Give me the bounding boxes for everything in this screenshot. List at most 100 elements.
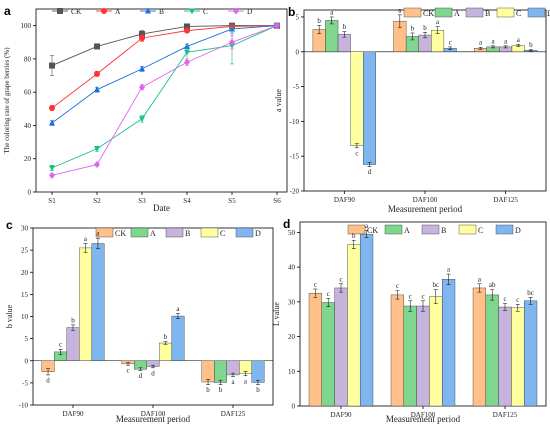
bar <box>201 360 215 383</box>
legend-label: D <box>547 9 550 18</box>
x-tick-label: DAF100 <box>413 196 438 204</box>
significance-letter: d <box>139 372 143 380</box>
series-CK: c c a <box>308 275 487 407</box>
legend-label: A <box>404 226 410 235</box>
bar <box>429 296 443 407</box>
x-axis-label: Measurement period <box>116 414 191 424</box>
y-tick-label: 40 <box>24 122 32 130</box>
x-tick-label: S5 <box>228 197 236 205</box>
legend-item-A: A <box>130 227 156 238</box>
series-A: c d b <box>54 341 227 394</box>
series-CK: d c b <box>41 360 215 394</box>
legend-swatch <box>465 7 484 18</box>
chart-c: c -10 -5 0 5 10 15 20 25 30 b value Measurement per… <box>5 218 274 424</box>
significance-letter: a <box>244 377 248 385</box>
bar <box>511 307 525 407</box>
legend-item-CK: CK <box>52 7 82 16</box>
bar <box>403 305 417 407</box>
legend-swatch <box>347 224 366 235</box>
data-point <box>49 62 55 69</box>
x-tick-label: S1 <box>48 197 56 205</box>
legend-item-D: D <box>235 227 261 238</box>
y-tick-label: 60 <box>24 89 32 97</box>
significance-letter: c <box>355 149 358 157</box>
significance-letter: bc <box>527 289 534 297</box>
significance-letter: b <box>219 386 223 394</box>
legend-marker <box>233 7 239 15</box>
data-point <box>49 165 55 172</box>
series-A: c c ab <box>321 281 499 407</box>
legend-item-D: D <box>495 224 521 235</box>
significance-letter: a <box>96 230 100 238</box>
y-tick-label: 20 <box>24 155 32 163</box>
significance-letter: a <box>517 36 521 44</box>
significance-letter: c <box>421 292 424 300</box>
y-tick-label: 10 <box>21 313 29 321</box>
y-tick-label: 20 <box>288 333 296 341</box>
x-tick-label: DAF100 <box>141 410 166 418</box>
legend-swatch <box>527 7 546 18</box>
y-axis-label: The coloring rate of grape berries (%) <box>3 47 11 154</box>
bar <box>214 360 227 383</box>
y-tick-label: -10 <box>290 118 300 126</box>
significance-letter: a <box>231 378 235 386</box>
x-tick-label: DAF125 <box>493 411 518 419</box>
significance-letter: a <box>398 6 402 14</box>
legend-label: B <box>441 226 446 235</box>
data-point <box>139 65 145 72</box>
legend-item-A: A <box>96 7 121 16</box>
series-B: b d a <box>66 316 240 386</box>
legend-item-C: C <box>184 7 208 16</box>
legend-label: C <box>203 7 208 16</box>
y-tick-label: 30 <box>21 225 29 233</box>
legend-swatch <box>434 7 453 18</box>
bar <box>321 302 335 407</box>
y-tick-label: 0 <box>25 357 29 365</box>
data-point <box>139 83 145 91</box>
bar <box>91 243 105 361</box>
significance-letter: a <box>436 18 440 26</box>
bar <box>416 305 430 407</box>
legend-item-C: C <box>200 227 225 238</box>
bar <box>347 244 361 407</box>
x-tick-label: DAF100 <box>411 411 436 419</box>
bar <box>363 51 376 165</box>
x-tick-label: DAF90 <box>330 411 352 419</box>
data-point <box>49 119 55 126</box>
significance-letter: b <box>206 386 210 394</box>
x-tick-label: DAF90 <box>62 410 84 418</box>
y-tick-label: 80 <box>24 55 32 63</box>
legend-swatch <box>165 227 184 238</box>
legend-label: CK <box>115 229 126 238</box>
significance-letter: c <box>503 295 506 303</box>
legend-swatch <box>496 7 515 18</box>
legend-item-CK: CK <box>347 224 378 235</box>
series-C <box>49 23 280 172</box>
y-axis-label: L value <box>272 302 281 326</box>
y-tick-label: -20 <box>290 188 300 196</box>
legend-label: B <box>485 9 490 18</box>
legend-label: A <box>150 229 156 238</box>
y-tick-label: 30 <box>288 298 296 306</box>
significance-letter: c <box>339 275 342 283</box>
y-tick-label: 100 <box>21 22 32 30</box>
series-line <box>51 25 278 124</box>
legend-marker <box>145 7 151 14</box>
data-point <box>184 23 190 30</box>
bar <box>441 279 456 407</box>
legend-label: CK <box>71 7 82 16</box>
bar <box>390 294 405 407</box>
bar <box>308 292 323 407</box>
significance-letter: a <box>365 222 369 230</box>
series-D: aab <box>91 230 265 394</box>
significance-letter: c <box>396 282 399 290</box>
x-tick-label: S3 <box>138 197 146 205</box>
x-tick-label: S4 <box>183 197 191 205</box>
legend-item-C: C <box>496 7 521 18</box>
y-tick-label: 15 <box>21 291 29 299</box>
bar <box>325 20 339 52</box>
